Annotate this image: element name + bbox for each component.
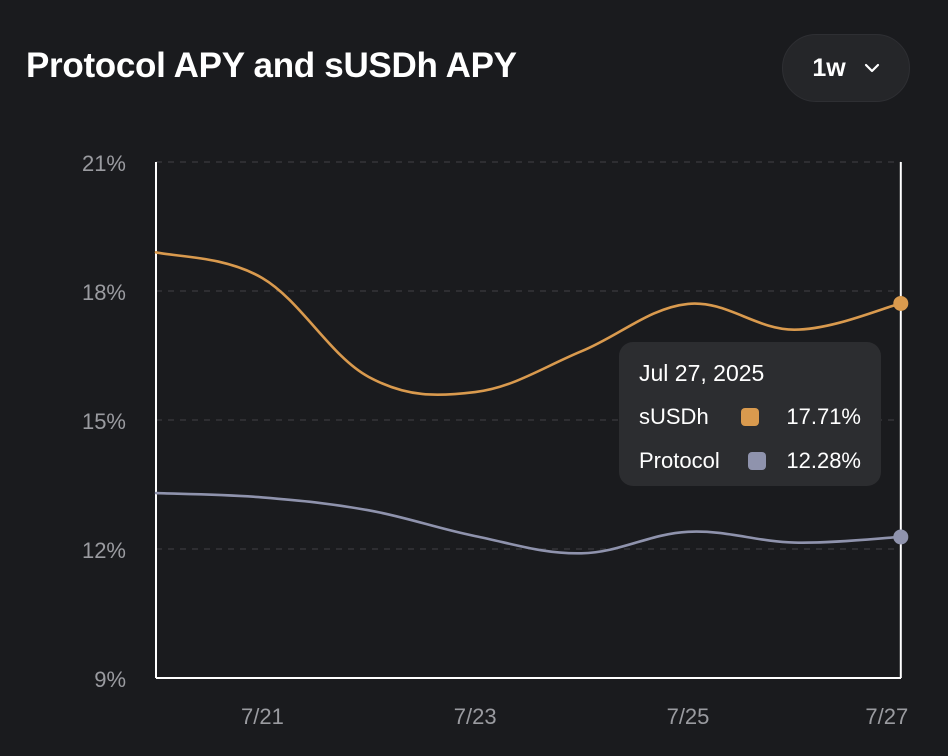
- highlight-markers: [893, 295, 909, 545]
- tooltip-row-susdh: sUSDh 17.71%: [639, 402, 861, 446]
- series-lines: [154, 251, 903, 555]
- tooltip-row-protocol: Protocol 12.28%: [639, 446, 861, 490]
- highlight-point-protocol: [893, 529, 909, 545]
- time-range-label: 1w: [812, 53, 846, 82]
- x-tick-label: 7/21: [241, 704, 284, 729]
- time-range-dropdown[interactable]: 1w: [782, 34, 910, 102]
- chevron-down-icon: [864, 63, 879, 73]
- tooltip-swatch-susdh: [741, 408, 759, 426]
- chart-tooltip: Jul 27, 2025 sUSDh 17.71% Protocol 12.28…: [619, 342, 881, 486]
- y-tick-label: 9%: [94, 667, 126, 692]
- x-tick-label: 7/27: [865, 704, 908, 729]
- series-line-protocol: [154, 491, 903, 555]
- tooltip-series-label: Protocol: [639, 448, 720, 473]
- x-tick-label: 7/25: [667, 704, 710, 729]
- y-tick-label: 15%: [82, 409, 126, 434]
- tick-labels: 9% 12% 15% 18% 21% 7/21 7/23 7/25 7/27: [82, 151, 908, 729]
- tooltip-date: Jul 27, 2025: [639, 360, 765, 386]
- tooltip-value: 17.71%: [786, 404, 861, 429]
- chart-title: Protocol APY and sUSDh APY: [26, 46, 517, 85]
- tooltip-swatch-protocol: [748, 452, 766, 470]
- tooltip-value: 12.28%: [786, 448, 861, 473]
- chart-axes: [155, 162, 902, 679]
- y-tick-label: 18%: [82, 280, 126, 305]
- y-tick-label: 12%: [82, 538, 126, 563]
- series-line-susdh: [154, 251, 903, 397]
- tooltip-series-label: sUSDh: [639, 404, 709, 429]
- x-tick-label: 7/23: [454, 704, 497, 729]
- y-tick-label: 21%: [82, 151, 126, 176]
- highlight-point-susdh: [893, 295, 909, 311]
